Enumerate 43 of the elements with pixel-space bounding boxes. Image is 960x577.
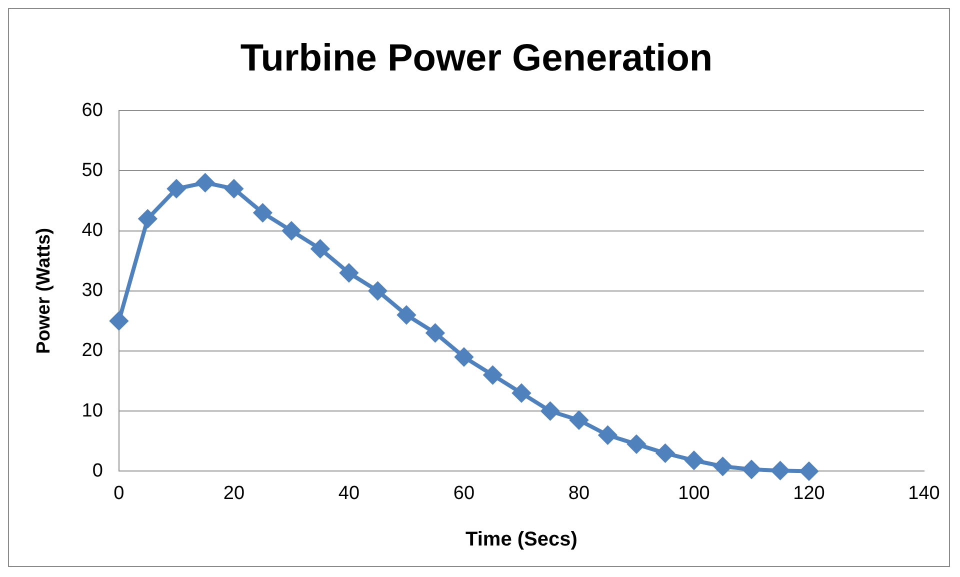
x-tick-label: 0 bbox=[114, 482, 124, 504]
point bbox=[311, 240, 330, 258]
y-tick-label: 30 bbox=[82, 280, 103, 302]
x-tick-label: 80 bbox=[568, 482, 590, 504]
point bbox=[742, 460, 760, 478]
x-tick-label: 40 bbox=[338, 482, 360, 504]
point bbox=[110, 312, 128, 330]
point bbox=[656, 444, 674, 462]
x-tick-label: 60 bbox=[453, 482, 475, 504]
point bbox=[627, 435, 646, 454]
point bbox=[598, 426, 617, 444]
y-tick-label: 0 bbox=[92, 460, 103, 482]
point bbox=[282, 222, 300, 240]
x-axis-title: Time (Secs) bbox=[466, 528, 578, 551]
y-tick-label: 50 bbox=[82, 160, 103, 181]
point bbox=[714, 457, 732, 476]
x-tick-label: 120 bbox=[793, 482, 825, 504]
point bbox=[771, 462, 790, 480]
point bbox=[196, 174, 214, 192]
x-tick-label: 100 bbox=[678, 482, 710, 504]
x-tick-label: 20 bbox=[223, 482, 245, 504]
chart-title: Turbine Power Generation bbox=[240, 37, 713, 80]
point bbox=[397, 306, 416, 324]
y-tick-label: 60 bbox=[82, 100, 103, 121]
point bbox=[368, 282, 387, 300]
point bbox=[570, 411, 588, 430]
point bbox=[484, 366, 502, 384]
point bbox=[254, 204, 272, 222]
point bbox=[541, 402, 560, 420]
point bbox=[167, 180, 186, 198]
point bbox=[138, 210, 157, 228]
y-tick-label: 10 bbox=[82, 400, 103, 422]
point bbox=[426, 324, 444, 342]
point bbox=[512, 384, 530, 402]
y-tick-label: 40 bbox=[82, 220, 103, 242]
point bbox=[224, 180, 243, 198]
point bbox=[454, 348, 473, 366]
y-tick-label: 20 bbox=[82, 340, 103, 362]
point bbox=[340, 264, 358, 282]
point bbox=[800, 462, 818, 480]
y-axis-title: Power (Watts) bbox=[34, 228, 55, 354]
x-tick-label: 140 bbox=[908, 482, 940, 504]
point bbox=[684, 451, 703, 470]
